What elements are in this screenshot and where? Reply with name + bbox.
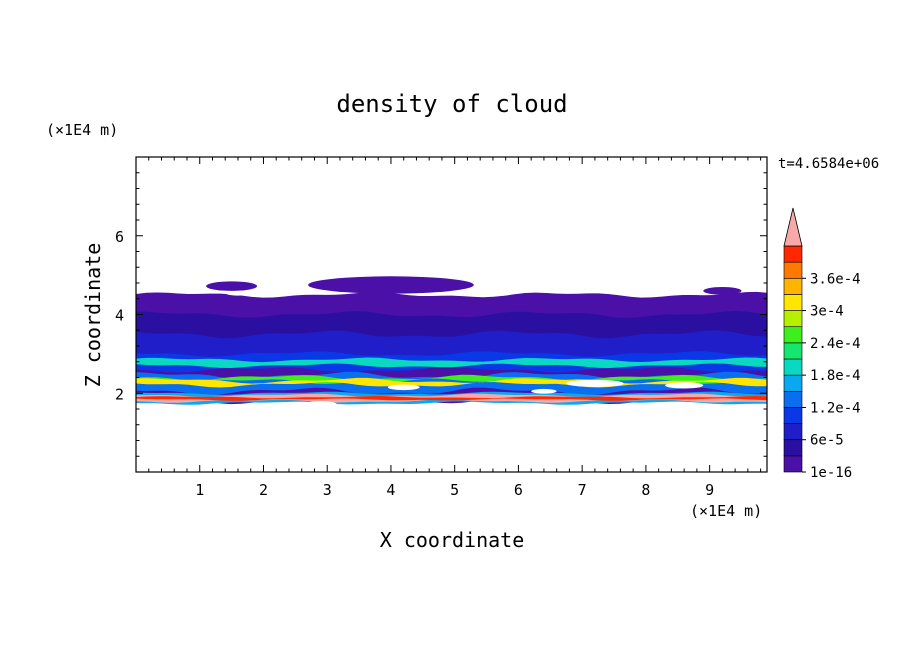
colorbar-swatch xyxy=(783,374,803,392)
time-label: t=4.6584e+06 xyxy=(778,156,879,172)
cloud-streak-green xyxy=(136,374,767,385)
colorbar-swatch xyxy=(783,439,803,457)
colorbar-swatch xyxy=(783,342,803,360)
x-tick-label: 7 xyxy=(578,481,587,499)
colorbar-swatch xyxy=(783,245,803,263)
x-tick-label: 3 xyxy=(323,481,332,499)
x-tick-label: 1 xyxy=(195,481,204,499)
cloud-peak-core xyxy=(136,396,767,401)
colorbar-label: 3e-4 xyxy=(810,304,844,320)
clear-patch xyxy=(304,401,337,408)
colorbar-swatch xyxy=(783,294,803,311)
colorbar-swatch xyxy=(783,277,803,295)
density-field xyxy=(136,276,767,408)
clear-patch xyxy=(470,289,516,296)
colorbar-label: 6e-5 xyxy=(810,433,844,449)
cloud-streak-cyan xyxy=(136,357,767,368)
x-unit-label: (×1E4 m) xyxy=(690,502,762,520)
y-axis-label: Z coordinate xyxy=(81,243,105,388)
colorbar-swatch xyxy=(783,261,803,279)
colorbar-label: 2.4e-4 xyxy=(810,336,861,352)
colorbar-label: 3.6e-4 xyxy=(810,271,861,287)
y-tick-label: 4 xyxy=(115,307,124,325)
colorbar-swatch xyxy=(783,455,803,473)
cloud-top-bump xyxy=(308,276,474,294)
y-unit-label: (×1E4 m) xyxy=(46,121,118,139)
colorbar-swatch xyxy=(783,326,803,344)
clear-patch xyxy=(531,388,557,394)
colorbar: 1e-16 6e-5 1.2e-4 1.8e-4 2.4e-4 3e-4 3.6e-4 xyxy=(783,207,861,481)
x-tick-label: 2 xyxy=(259,481,268,499)
cloud-top-bump xyxy=(206,281,258,291)
colorbar-overflow-triangle xyxy=(783,207,803,247)
colorbar-swatch xyxy=(783,407,803,424)
x-axis: 1 2 3 4 5 6 7 8 9 xyxy=(148,157,762,499)
x-tick-label: 9 xyxy=(705,481,714,499)
x-axis-label: X coordinate xyxy=(380,528,525,552)
y-axis: 2 4 6 xyxy=(115,172,767,457)
colorbar-label: 1e-16 xyxy=(810,465,852,481)
colorbar-swatch xyxy=(783,390,803,408)
x-tick-label: 6 xyxy=(514,481,523,499)
colorbar-swatch xyxy=(783,310,803,328)
y-tick-label: 6 xyxy=(115,228,124,246)
x-tick-label: 5 xyxy=(450,481,459,499)
colorbar-label: 1.8e-4 xyxy=(810,368,861,384)
colorbar-label: 1.2e-4 xyxy=(810,400,861,416)
clear-patch xyxy=(387,384,420,391)
colorbar-swatch xyxy=(783,358,803,376)
x-tick-label: 4 xyxy=(386,481,395,499)
x-tick-label: 8 xyxy=(641,481,650,499)
colorbar-swatch xyxy=(783,423,803,441)
clear-patch xyxy=(566,379,624,387)
y-tick-label: 2 xyxy=(115,385,124,403)
chart-title: density of cloud xyxy=(336,90,567,118)
clear-patch xyxy=(665,382,704,389)
cloud-top-bump xyxy=(703,286,742,295)
